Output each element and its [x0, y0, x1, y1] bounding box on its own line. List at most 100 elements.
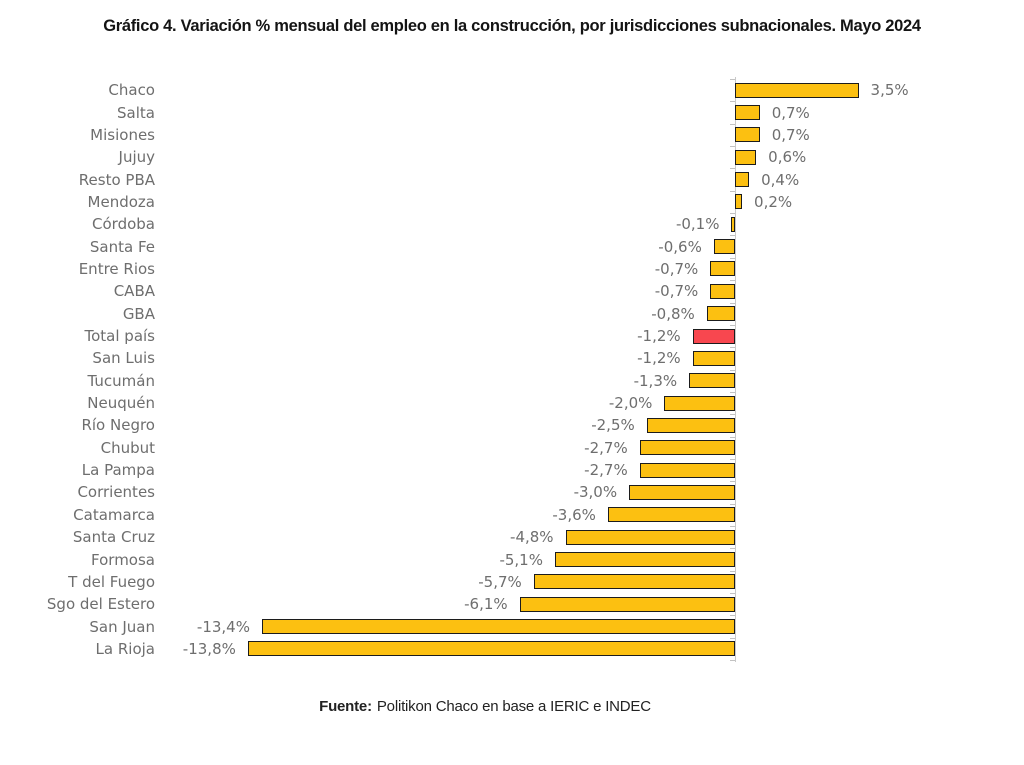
axis-tick — [730, 414, 735, 416]
category-label: Chaco — [108, 81, 155, 100]
axis-tick — [730, 503, 735, 505]
value-label: -0,7% — [654, 282, 699, 301]
axis-tick — [730, 235, 735, 237]
category-label: Formosa — [91, 550, 155, 569]
value-label: -0,1% — [675, 215, 720, 234]
axis-tick — [730, 213, 735, 215]
bar — [689, 373, 735, 389]
bar — [706, 306, 735, 322]
bar — [713, 239, 735, 255]
value-label: -2,7% — [584, 438, 628, 457]
category-label: Corrientes — [77, 483, 155, 502]
value-label: 0,7% — [771, 103, 810, 122]
axis-tick — [730, 101, 735, 103]
axis-tick — [730, 123, 735, 125]
value-label: -4,8% — [510, 528, 554, 547]
bar — [731, 216, 735, 232]
axis-tick — [730, 324, 735, 326]
bar — [554, 552, 735, 568]
category-label: Río Negro — [81, 416, 155, 435]
category-label: Chubut — [100, 438, 155, 457]
bar — [692, 350, 735, 366]
value-label: -13,4% — [196, 617, 250, 636]
bar — [639, 462, 735, 478]
bar — [710, 261, 735, 277]
value-label: 3,5% — [870, 81, 909, 100]
bar-highlight — [692, 328, 735, 344]
axis-tick — [730, 347, 735, 349]
category-label: Resto PBA — [78, 170, 155, 189]
axis-tick — [730, 570, 735, 572]
value-label: -3,0% — [573, 483, 618, 502]
axis-tick — [730, 615, 735, 617]
bar — [735, 149, 757, 165]
category-label: Entre Rios — [78, 259, 155, 278]
value-label: -5,1% — [499, 550, 543, 569]
category-label: Córdoba — [92, 215, 155, 234]
category-label: Tucumán — [87, 371, 155, 390]
value-label: -2,0% — [608, 394, 653, 413]
axis-tick — [730, 257, 735, 259]
category-label: GBA — [122, 304, 155, 323]
bar — [565, 529, 735, 545]
bar — [710, 283, 735, 299]
axis-tick — [730, 637, 735, 639]
axis-tick — [730, 458, 735, 460]
value-label: -1,2% — [637, 349, 681, 368]
axis-tick — [730, 481, 735, 483]
bar — [533, 574, 735, 590]
value-label: -0,8% — [651, 304, 695, 323]
category-label: Misiones — [90, 125, 155, 144]
category-label: T del Fuego — [68, 572, 155, 591]
value-label: -2,7% — [584, 461, 628, 480]
bar — [735, 105, 760, 121]
value-label: -2,5% — [591, 416, 635, 435]
axis-tick — [730, 79, 735, 80]
category-label: Santa Cruz — [72, 528, 155, 547]
axis-tick — [730, 548, 735, 550]
axis-tick — [730, 526, 735, 527]
category-label: San Juan — [89, 617, 155, 636]
category-label: CABA — [113, 282, 155, 301]
bar — [735, 127, 760, 143]
bar — [247, 641, 735, 657]
zero-axis-line — [735, 77, 736, 663]
value-label: -13,8% — [182, 639, 236, 658]
axis-tick — [730, 436, 735, 438]
value-label: -0,6% — [658, 237, 702, 256]
value-label: -1,3% — [633, 371, 678, 390]
value-label: 0,6% — [768, 148, 807, 167]
axis-tick — [730, 593, 735, 595]
chart-title: Gráfico 4. Variación % mensual del emple… — [103, 17, 921, 35]
source-text: Politikon Chaco en base a IERIC e INDEC — [376, 698, 651, 715]
bar — [519, 596, 735, 612]
category-label: Salta — [117, 103, 155, 122]
bar — [735, 194, 743, 210]
category-label: Mendoza — [87, 192, 155, 211]
axis-tick — [730, 391, 735, 393]
axis-tick — [730, 168, 735, 170]
value-label: 0,2% — [754, 192, 793, 211]
axis-tick — [730, 660, 735, 662]
value-label: -1,2% — [637, 327, 681, 346]
bar — [735, 172, 750, 188]
value-label: -3,6% — [552, 505, 596, 524]
bar — [607, 507, 735, 523]
source-label: Fuente: — [319, 698, 372, 715]
bar — [664, 395, 735, 411]
axis-tick — [730, 369, 735, 371]
bar — [629, 484, 735, 500]
value-label: 0,4% — [761, 170, 800, 189]
category-label: La Rioja — [95, 639, 155, 658]
value-label: 0,7% — [771, 125, 810, 144]
source-note: Fuente: Politikon Chaco en base a IERIC e… — [0, 698, 970, 715]
category-label: Jujuy — [118, 148, 155, 167]
bar — [646, 417, 735, 433]
category-label: Catamarca — [73, 505, 155, 524]
category-label: La Pampa — [81, 461, 155, 480]
axis-tick — [730, 190, 735, 192]
bar — [261, 619, 735, 635]
category-label: Sgo del Estero — [46, 595, 155, 614]
